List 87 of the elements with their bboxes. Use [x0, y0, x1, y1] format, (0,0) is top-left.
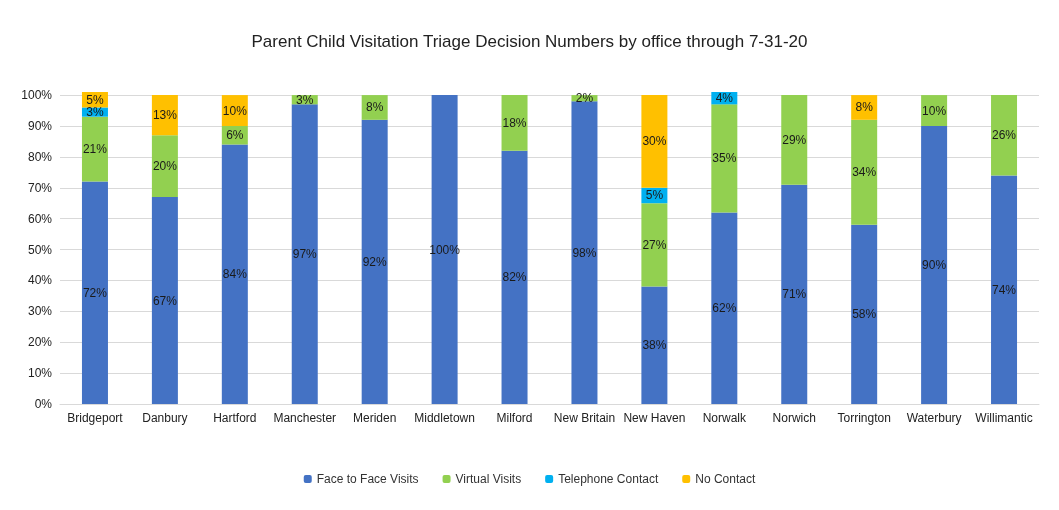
- x-tick-label: Danbury: [142, 411, 188, 425]
- bar: [151, 135, 178, 198]
- data-label: 62%: [712, 301, 737, 316]
- x-tick-label: Manchester: [273, 411, 337, 425]
- y-tick-label: 70%: [27, 180, 53, 195]
- y-tick-label: 0%: [34, 397, 53, 411]
- bar: [501, 95, 528, 151]
- bar: [641, 286, 668, 404]
- data-label: 58%: [852, 307, 877, 322]
- bar: [81, 116, 108, 182]
- x-tick-label: Waterbury: [906, 411, 962, 425]
- data-label: 8%: [366, 100, 384, 115]
- data-label: 30%: [642, 134, 667, 149]
- data-label: 13%: [152, 108, 178, 123]
- data-label: 92%: [362, 254, 388, 269]
- x-tick-label: Milford: [496, 411, 533, 425]
- data-label: 2%: [575, 91, 594, 106]
- bar: [571, 101, 598, 404]
- x-tick-label: Bridgeport: [67, 411, 124, 425]
- x-tick-label: New Haven: [623, 411, 686, 425]
- bar: [781, 184, 808, 404]
- bar: [711, 104, 738, 213]
- bar: [291, 104, 318, 404]
- bar: [711, 212, 738, 404]
- y-tick-label: 60%: [27, 211, 53, 226]
- data-label: 71%: [782, 287, 807, 302]
- data-label: 34%: [852, 165, 877, 180]
- bar: [81, 181, 108, 404]
- bar: [991, 95, 1018, 176]
- bar: [921, 125, 948, 404]
- x-tick-label: Middletown: [414, 411, 475, 425]
- data-label: 3%: [296, 92, 314, 107]
- y-tick-label: 30%: [27, 304, 53, 319]
- data-label: 5%: [86, 92, 104, 107]
- legend-label: Face to Face Visits: [316, 472, 419, 486]
- bar: [641, 95, 668, 188]
- y-tick-label: 10%: [27, 366, 53, 381]
- x-tick-label: Torrington: [837, 411, 891, 425]
- data-label: 4%: [715, 91, 734, 106]
- legend-label: No Contact: [695, 472, 756, 486]
- bar: [501, 150, 528, 404]
- x-tick-label: Willimantic: [975, 411, 1033, 425]
- x-tick-label: Norwich: [772, 411, 816, 425]
- x-tick-label: Norwalk: [702, 411, 747, 425]
- y-tick-label: 50%: [27, 242, 53, 257]
- data-label: 27%: [642, 237, 667, 252]
- data-label: 26%: [992, 128, 1017, 143]
- data-label: 18%: [502, 115, 527, 130]
- bar: [361, 119, 388, 404]
- data-label: 67%: [152, 293, 178, 308]
- x-tick-label: New Britain: [553, 411, 616, 425]
- bar: [221, 144, 248, 404]
- data-label: 3%: [86, 105, 104, 120]
- bar: [151, 197, 178, 404]
- data-label: 10%: [222, 103, 248, 118]
- data-label: 82%: [502, 270, 527, 285]
- x-tick-label: Meriden: [353, 411, 397, 425]
- x-tick-label: Hartford: [213, 411, 257, 425]
- data-label: 38%: [642, 338, 667, 353]
- data-label: 98%: [572, 245, 597, 260]
- data-label: 97%: [292, 247, 318, 262]
- y-tick-label: 80%: [27, 149, 53, 164]
- legend-label: Virtual Visits: [455, 472, 522, 486]
- bar: [991, 175, 1018, 404]
- bar: [851, 224, 878, 404]
- y-tick-label: 40%: [27, 273, 53, 288]
- data-label: 6%: [226, 128, 244, 143]
- bar: [851, 119, 878, 225]
- data-label: 29%: [782, 132, 807, 147]
- bar: [431, 95, 458, 404]
- y-tick-label: 100%: [21, 88, 53, 103]
- data-label: 35%: [712, 151, 737, 166]
- data-label: 5%: [645, 188, 664, 203]
- data-label: 74%: [992, 282, 1017, 297]
- data-label: 20%: [152, 159, 178, 174]
- chart-title: Parent Child Visitation Triage Decision Numbers by office through 7-31-20: [251, 32, 808, 51]
- legend-label: Telephone Contact: [558, 472, 659, 486]
- bar: [641, 203, 668, 287]
- data-label: 10%: [922, 103, 947, 118]
- data-label: 84%: [222, 267, 248, 282]
- data-label: 72%: [82, 285, 108, 300]
- y-tick-label: 90%: [27, 118, 53, 133]
- data-label: 90%: [922, 257, 947, 272]
- data-label: 8%: [855, 100, 874, 115]
- data-label: 21%: [82, 142, 108, 157]
- bar: [781, 95, 808, 185]
- y-tick-label: 20%: [27, 335, 53, 350]
